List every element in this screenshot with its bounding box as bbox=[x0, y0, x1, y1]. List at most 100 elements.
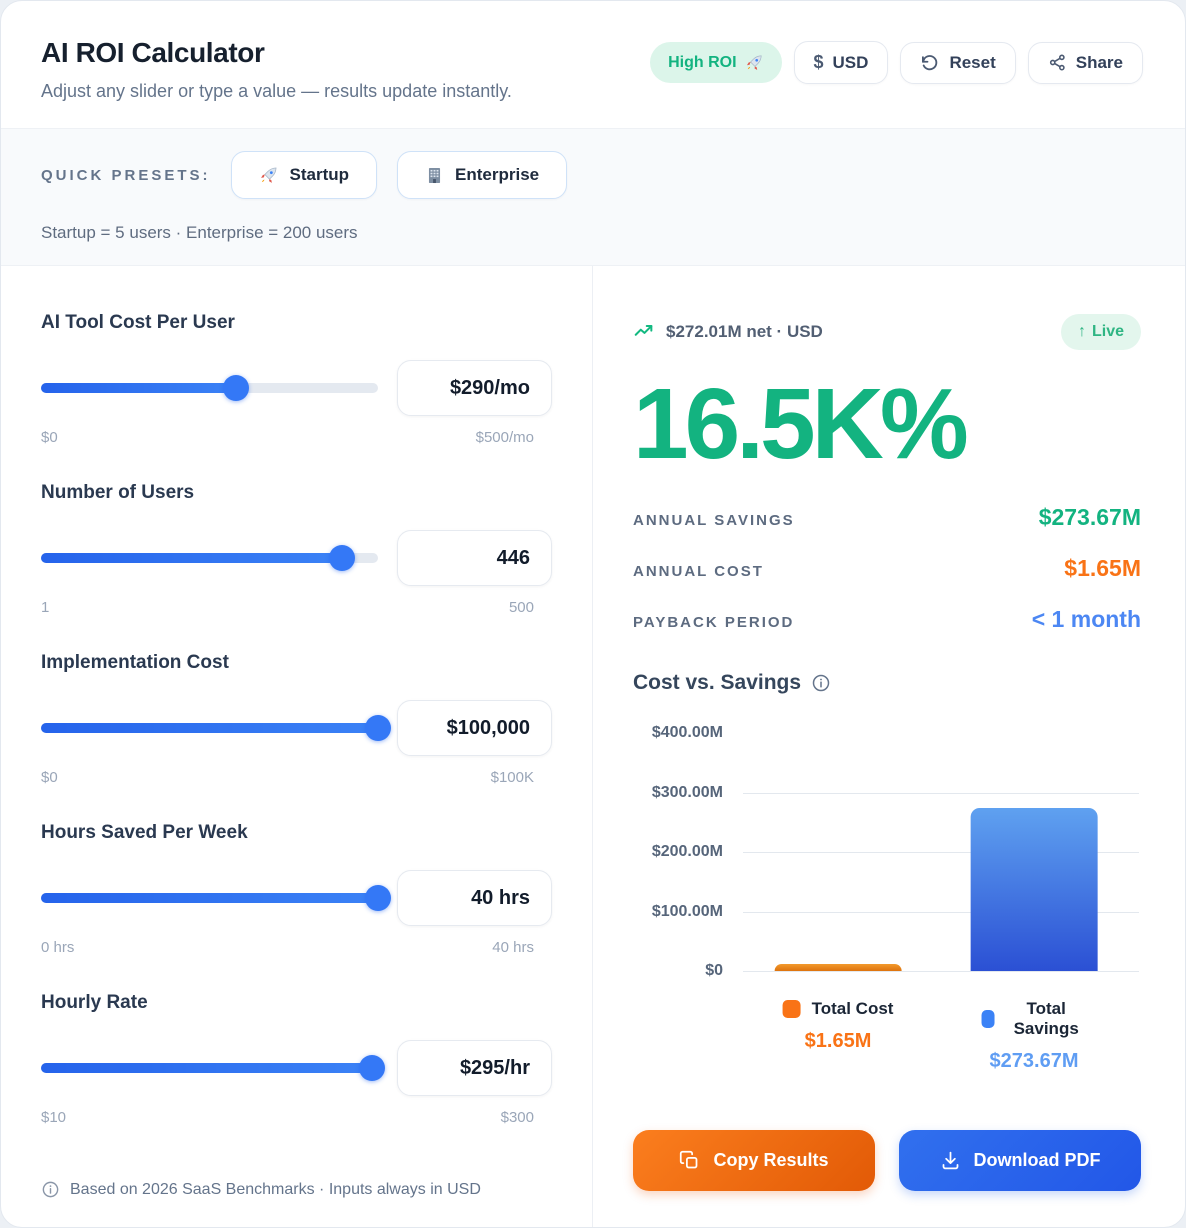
legend-value: $273.67M bbox=[989, 1050, 1079, 1072]
legend-item-total-savings: Total Savings $273.67M bbox=[981, 999, 1087, 1073]
y-tick-label: $300.00M bbox=[651, 783, 723, 801]
preset-enterprise-label: Enterprise bbox=[455, 165, 540, 184]
implementation-cost-slider[interactable] bbox=[41, 715, 391, 741]
bar-total-savings bbox=[970, 808, 1098, 971]
implementation-cost-input[interactable] bbox=[397, 700, 552, 756]
range-min-label: $0 bbox=[41, 769, 58, 786]
copy-results-button[interactable]: Copy Results bbox=[633, 1130, 875, 1191]
preset-enterprise-button[interactable]: Enterprise bbox=[397, 151, 568, 199]
legend-value: $1.65M bbox=[804, 1030, 872, 1052]
presets-caption: Startup = 5 users · Enterprise = 200 use… bbox=[41, 223, 358, 242]
y-tick-label: $100.00M bbox=[651, 902, 723, 920]
share-button-label: Share bbox=[1075, 52, 1123, 72]
copy-results-label: Copy Results bbox=[713, 1150, 829, 1170]
benchmark-footnote: Based on 2026 SaaS Benchmarks · Inputs a… bbox=[41, 1180, 552, 1199]
hourly-rate-slider[interactable] bbox=[41, 1055, 386, 1081]
stat-value: < 1 month bbox=[1031, 606, 1141, 632]
stat-value: $1.65M bbox=[1064, 555, 1141, 581]
chart-legend: Total Cost $1.65M Total Savings $273.67M bbox=[743, 999, 1139, 1072]
slider-range-labels: $0 $100K bbox=[41, 769, 552, 786]
ai-tool-cost-input[interactable] bbox=[397, 360, 552, 416]
number-of-users-input[interactable] bbox=[397, 530, 552, 586]
dollar-icon: $ bbox=[813, 52, 824, 72]
preset-startup-button[interactable]: Startup bbox=[230, 151, 378, 199]
range-max-label: $500/mo bbox=[475, 429, 534, 446]
slider-range-labels: $0 $500/mo bbox=[41, 429, 552, 446]
total-cost-swatch bbox=[782, 1000, 801, 1018]
download-pdf-button[interactable]: Download PDF bbox=[899, 1130, 1141, 1191]
y-tick-label: $0 bbox=[705, 962, 723, 979]
download-pdf-label: Download PDF bbox=[973, 1150, 1101, 1170]
slider-group-hourly-rate: Hourly Rate $10 $300 bbox=[41, 992, 552, 1126]
bar-total-cost bbox=[774, 963, 902, 971]
arrow-up-icon: ↑ bbox=[1077, 323, 1086, 340]
slider-label: Hours Saved Per Week bbox=[41, 822, 248, 843]
stat-label: PAYBACK PERIOD bbox=[633, 614, 795, 631]
slider-range-labels: 1 500 bbox=[41, 599, 552, 616]
chart-title: Cost vs. Savings bbox=[633, 671, 802, 694]
gridline bbox=[743, 852, 1139, 853]
slider-thumb[interactable] bbox=[223, 375, 250, 401]
y-tick-label: $200.00M bbox=[651, 843, 723, 860]
high-roi-badge-label: High ROI bbox=[668, 53, 737, 71]
ai-tool-cost-slider[interactable] bbox=[41, 375, 378, 401]
roi-percentage: 16.5K% bbox=[633, 368, 969, 480]
preset-startup-label: Startup bbox=[289, 165, 350, 184]
slider-track[interactable] bbox=[41, 375, 378, 401]
number-of-users-slider[interactable] bbox=[41, 545, 378, 571]
slider-thumb[interactable] bbox=[359, 1055, 386, 1081]
copy-icon bbox=[680, 1150, 698, 1169]
high-roi-badge: High ROI bbox=[650, 42, 782, 83]
range-max-label: $300 bbox=[500, 1109, 534, 1126]
legend-label: Total Cost bbox=[811, 999, 894, 1018]
range-max-label: 40 hrs bbox=[492, 939, 534, 956]
slider-range-labels: $10 $300 bbox=[41, 1109, 552, 1126]
y-tick-label: $400.00M bbox=[651, 724, 723, 741]
slider-range-labels: 0 hrs 40 hrs bbox=[41, 939, 552, 956]
total-savings-swatch bbox=[981, 1010, 995, 1028]
stat-label: ANNUAL COST bbox=[633, 563, 764, 580]
hourly-rate-input[interactable] bbox=[397, 1040, 552, 1096]
result-actions: Copy Results Download PDF bbox=[633, 1130, 1141, 1191]
currency-button[interactable]: $ USD bbox=[793, 41, 889, 84]
range-max-label: $100K bbox=[490, 769, 534, 786]
slider-track[interactable] bbox=[41, 545, 378, 571]
live-badge: ↑ Live bbox=[1060, 314, 1141, 350]
reset-button-label: Reset bbox=[949, 52, 996, 72]
rocket-icon bbox=[746, 55, 762, 71]
slider-track[interactable] bbox=[41, 885, 391, 911]
reset-button[interactable]: Reset bbox=[900, 41, 1016, 84]
benchmark-footnote-text: Based on 2026 SaaS Benchmarks · Inputs a… bbox=[70, 1180, 481, 1198]
download-icon bbox=[942, 1151, 958, 1170]
header-text: AI ROI Calculator Adjust any slider or t… bbox=[41, 37, 512, 102]
stat-payback-period: PAYBACK PERIOD < 1 month bbox=[633, 606, 1141, 633]
slider-label: AI Tool Cost Per User bbox=[41, 312, 235, 333]
slider-track[interactable] bbox=[41, 1055, 386, 1081]
legend-label: Total Savings bbox=[1013, 999, 1079, 1038]
stat-annual-cost: ANNUAL COST $1.65M bbox=[633, 555, 1141, 582]
info-icon[interactable] bbox=[811, 673, 831, 693]
quick-presets-label: QUICK PRESETS: bbox=[41, 166, 211, 184]
slider-thumb[interactable] bbox=[365, 885, 391, 911]
range-min-label: $0 bbox=[41, 429, 58, 446]
net-result-row: $272.01M net · USD ↑ Live bbox=[633, 314, 1141, 350]
slider-thumb[interactable] bbox=[328, 545, 355, 571]
share-button[interactable]: Share bbox=[1027, 41, 1143, 84]
quick-presets-section: QUICK PRESETS: Startup bbox=[1, 128, 1185, 266]
slider-label: Implementation Cost bbox=[41, 652, 229, 673]
slider-group-number-of-users: Number of Users 1 500 bbox=[41, 482, 552, 616]
page-subtitle: Adjust any slider or type a value — resu… bbox=[41, 81, 512, 101]
stat-value: $273.67M bbox=[1038, 504, 1141, 530]
slider-label: Hourly Rate bbox=[41, 992, 148, 1013]
slider-group-implementation-cost: Implementation Cost $0 $100K bbox=[41, 652, 552, 786]
slider-track[interactable] bbox=[41, 715, 391, 741]
reset-icon bbox=[922, 54, 938, 70]
currency-button-label: USD bbox=[832, 52, 869, 72]
inputs-panel: AI Tool Cost Per User $0 $500/mo Number … bbox=[1, 266, 593, 1227]
hours-saved-input[interactable] bbox=[397, 870, 552, 926]
building-icon bbox=[428, 167, 441, 183]
slider-thumb[interactable] bbox=[365, 715, 391, 741]
gridline bbox=[743, 911, 1139, 913]
slider-group-ai-tool-cost: AI Tool Cost Per User $0 $500/mo bbox=[41, 312, 552, 446]
hours-saved-slider[interactable] bbox=[41, 885, 391, 911]
